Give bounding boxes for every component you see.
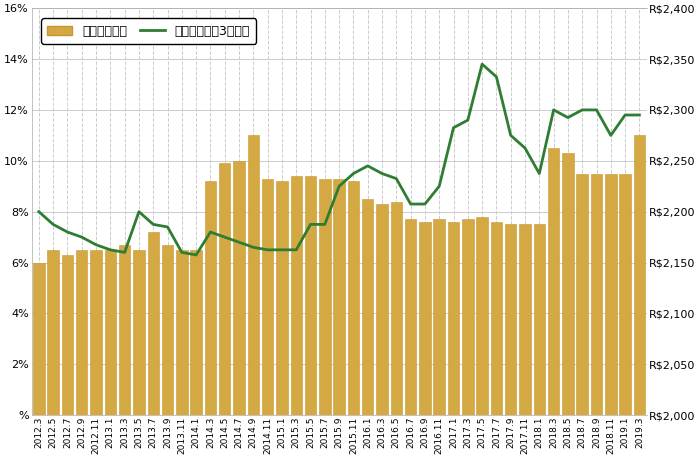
Bar [377,204,388,415]
Bar [548,148,559,415]
Bar [33,262,45,415]
Bar [462,219,473,415]
Bar [62,255,74,415]
Bar [405,219,416,415]
Legend: 実質平均月収, 失業率（直近3カ月）: 実質平均月収, 失業率（直近3カ月） [41,18,256,44]
Bar [76,250,88,415]
Bar [162,245,174,415]
Bar [233,161,245,415]
Bar [562,153,573,415]
Bar [219,164,230,415]
Bar [148,232,159,415]
Bar [248,136,259,415]
Bar [505,224,517,415]
Bar [391,202,402,415]
Bar [591,174,602,415]
Bar [48,250,59,415]
Bar [577,174,588,415]
Bar [319,179,330,415]
Bar [204,181,216,415]
Bar [519,224,531,415]
Bar [276,181,288,415]
Bar [133,250,145,415]
Bar [362,199,373,415]
Bar [119,245,130,415]
Bar [477,217,488,415]
Bar [533,224,545,415]
Bar [333,179,345,415]
Bar [634,136,645,415]
Bar [433,219,445,415]
Bar [190,250,202,415]
Bar [605,174,617,415]
Bar [419,222,430,415]
Bar [620,174,631,415]
Bar [176,250,188,415]
Bar [262,179,273,415]
Bar [90,250,101,415]
Bar [491,222,502,415]
Bar [104,250,116,415]
Bar [290,176,302,415]
Bar [448,222,459,415]
Bar [304,176,316,415]
Bar [348,181,359,415]
